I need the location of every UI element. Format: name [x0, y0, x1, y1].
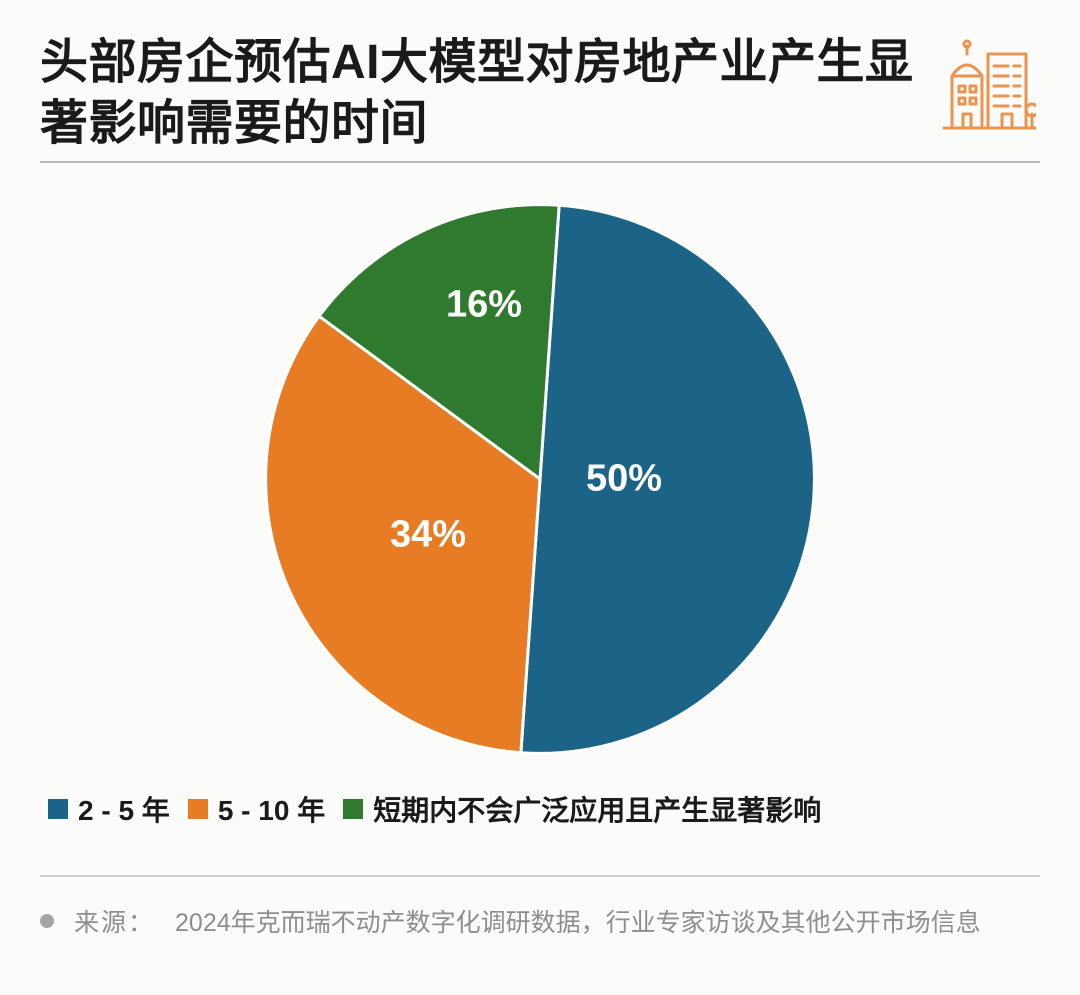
header: 头部房企预估AI大模型对房地产业产生显著影响需要的时间 — [40, 32, 1040, 163]
pie-label-0: 50% — [586, 457, 662, 500]
legend: 2 - 5 年 5 - 10 年 短期内不会广泛应用且产生显著影响 — [40, 783, 1040, 877]
pie-chart: 50% 34% 16% — [260, 199, 820, 759]
legend-item-2: 短期内不会广泛应用且产生显著影响 — [343, 789, 821, 829]
source-label: 来源： — [74, 903, 155, 939]
legend-item-1: 5 - 10 年 — [188, 789, 325, 829]
pie-label-1: 34% — [390, 513, 466, 556]
page-title: 头部房企预估AI大模型对房地产业产生显著影响需要的时间 — [40, 32, 926, 155]
legend-label-1: 5 - 10 年 — [218, 789, 325, 829]
legend-swatch-0 — [48, 799, 68, 819]
source-bullet-icon — [40, 914, 54, 928]
buildings-icon — [926, 36, 1036, 136]
legend-label-0: 2 - 5 年 — [78, 789, 170, 829]
source-line: 来源： 2024年克而瑞不动产数字化调研数据，行业专家访谈及其他公开市场信息 — [40, 877, 1040, 939]
legend-swatch-1 — [188, 799, 208, 819]
pie-label-2: 16% — [446, 284, 522, 327]
pie-chart-area: 50% 34% 16% — [40, 163, 1040, 783]
legend-label-2: 短期内不会广泛应用且产生显著影响 — [373, 789, 821, 829]
legend-item-0: 2 - 5 年 — [48, 789, 170, 829]
legend-swatch-2 — [343, 799, 363, 819]
source-text: 2024年克而瑞不动产数字化调研数据，行业专家访谈及其他公开市场信息 — [175, 903, 981, 939]
